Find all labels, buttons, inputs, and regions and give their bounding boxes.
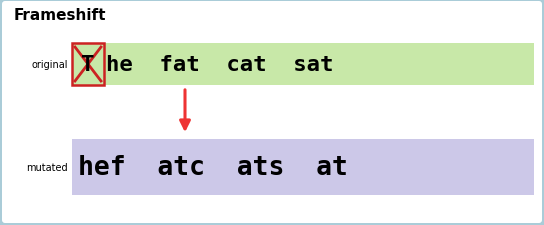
FancyBboxPatch shape bbox=[2, 2, 542, 223]
Text: mutated: mutated bbox=[26, 162, 68, 172]
Bar bbox=[72, 44, 104, 86]
Text: hef  atc  ats  at: hef atc ats at bbox=[78, 154, 348, 180]
Bar bbox=[72, 44, 534, 86]
Text: T: T bbox=[81, 55, 95, 75]
Text: original: original bbox=[32, 60, 68, 70]
Bar bbox=[72, 139, 534, 195]
Text: Frameshift: Frameshift bbox=[14, 8, 107, 23]
Text: he  fat  cat  sat: he fat cat sat bbox=[106, 55, 333, 75]
